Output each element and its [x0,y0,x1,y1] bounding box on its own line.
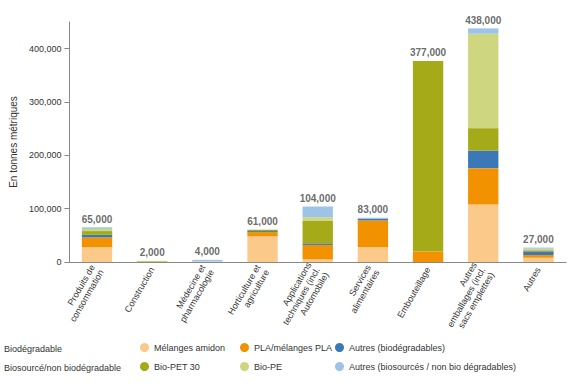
svg-text:200,000: 200,000 [29,150,62,160]
svg-text:104,000: 104,000 [300,193,337,204]
svg-text:Applications: Applications [280,260,314,308]
svg-text:Services: Services [347,263,373,298]
svg-text:consommation: consommation [68,268,106,324]
svg-text:sacs emplettes): sacs emplettes) [456,270,496,329]
svg-text:377,000: 377,000 [410,47,447,58]
svg-text:4,000: 4,000 [195,246,220,257]
svg-text:Embouteillage: Embouteillage [395,265,432,319]
svg-text:Horticulture et: Horticulture et [225,263,263,317]
svg-text:Biosourcé/non biodégradable: Biosourcé/non biodégradable [4,363,121,373]
svg-text:agriculture: agriculture [242,268,272,309]
svg-text:Bio-PET 30: Bio-PET 30 [154,362,200,372]
svg-text:alimentaires: alimentaires [349,268,382,315]
svg-text:techniques (incl.: techniques (incl. [280,265,322,327]
svg-text:En tonnes métriques: En tonnes métriques [8,96,19,188]
svg-text:0: 0 [56,257,61,267]
svg-text:pharmacologie: pharmacologie [178,268,216,324]
svg-text:Médecine et: Médecine et [174,263,208,311]
svg-text:83,000: 83,000 [358,204,389,215]
svg-text:100,000: 100,000 [29,204,62,214]
svg-text:Automobile): Automobile) [298,270,331,317]
svg-text:Autres: Autres [521,265,543,293]
svg-text:300,000: 300,000 [29,97,62,107]
svg-text:Mélanges amidon: Mélanges amidon [154,343,225,353]
svg-text:2,000: 2,000 [140,247,165,258]
svg-text:Produits de: Produits de [65,263,97,308]
svg-text:438,000: 438,000 [465,15,502,26]
svg-text:400,000: 400,000 [29,44,62,54]
svg-text:61,000: 61,000 [247,216,278,227]
svg-text:Construction: Construction [123,265,157,314]
svg-text:65,000: 65,000 [82,214,113,225]
svg-text:PLA/mélanges PLA: PLA/mélanges PLA [254,343,332,353]
svg-text:Autres (biodégradables): Autres (biodégradables) [349,343,445,353]
svg-text:Bio-PE: Bio-PE [254,362,282,372]
svg-text:Autres (biosourcés / non bio d: Autres (biosourcés / non bio dégradables… [349,362,516,372]
svg-text:emballages (incl.: emballages (incl. [445,265,488,329]
svg-text:Biodégradable: Biodégradable [4,344,62,354]
svg-text:Autres: Autres [457,260,479,288]
svg-text:27,000: 27,000 [523,234,554,245]
